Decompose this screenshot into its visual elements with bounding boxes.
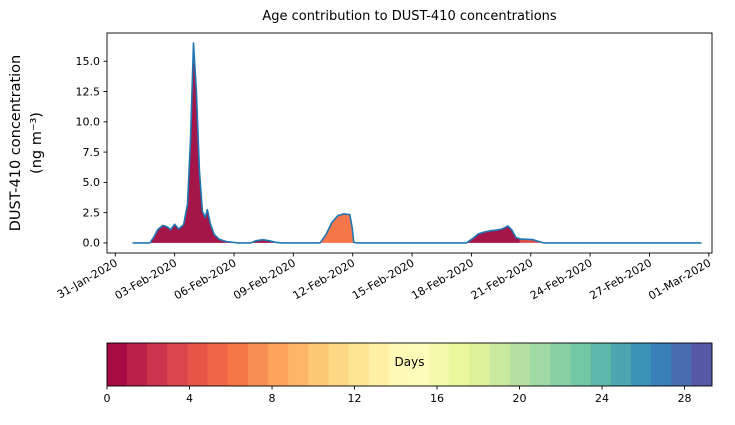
colorbar-segment (106, 343, 128, 386)
age-region (320, 213, 357, 243)
y-axis-label: DUST-410 concentration (ng m⁻³) (6, 13, 54, 273)
colorbar-segment (389, 343, 410, 386)
colorbar-segment (469, 343, 491, 386)
colorbar-segment (550, 343, 572, 386)
colorbar-segment (691, 343, 713, 386)
x-tick-label: 21-Feb-2020 (469, 256, 536, 302)
colorbar-segment (530, 343, 551, 386)
y-tick-label: 7.5 (83, 146, 101, 159)
colorbar-tick-label: 20 (513, 392, 527, 405)
x-tick-label: 09-Feb-2020 (231, 256, 298, 302)
y-tick-label: 12.5 (76, 85, 101, 98)
y-axis-label-line2: (ng m⁻³) (29, 112, 46, 174)
x-tick-label: 24-Feb-2020 (528, 256, 595, 302)
colorbar-tick-label: 28 (678, 392, 692, 405)
colorbar-segment (631, 343, 652, 386)
colorbar-segment (328, 343, 350, 386)
colorbar-segment (348, 343, 370, 386)
concentration-line (132, 42, 702, 244)
colorbar-segment (167, 343, 188, 386)
colorbar-segment (449, 343, 471, 386)
colorbar-segment (247, 343, 269, 386)
x-tick-label: 12-Feb-2020 (291, 256, 358, 302)
chart-title: Age contribution to DUST-410 concentrati… (262, 9, 557, 24)
y-tick-label: 10.0 (76, 116, 101, 129)
x-tick-label: 15-Feb-2020 (350, 256, 417, 302)
colorbar-segment (510, 343, 531, 386)
colorbar-segment (429, 343, 451, 386)
colorbar-tick-label: 12 (348, 392, 362, 405)
colorbar-segment (610, 343, 632, 386)
colorbar-tick-label: 16 (430, 392, 444, 405)
y-tick-label: 5.0 (83, 176, 101, 189)
y-axis-label-line1: DUST-410 concentration (8, 54, 24, 232)
colorbar-tick-label: 8 (269, 392, 276, 405)
colorbar-segment (268, 343, 289, 386)
age-region (466, 226, 520, 243)
colorbar-border (106, 342, 713, 387)
colorbar-segment (207, 343, 229, 386)
colorbar-segment (288, 343, 309, 386)
x-tick-label: 27-Feb-2020 (587, 256, 654, 302)
colorbar-segment (126, 343, 148, 386)
colorbar-segment (651, 343, 672, 386)
plot-spines (106, 32, 713, 254)
colorbar-segment (590, 343, 612, 386)
colorbar-segment (227, 343, 249, 386)
colorbar-segment (368, 343, 390, 386)
age-region (149, 43, 238, 243)
colorbar-segment (671, 343, 693, 386)
x-tick-label: 31-Jan-2020 (55, 256, 120, 301)
colorbar-segment (187, 343, 209, 386)
colorbar-segment (308, 343, 330, 386)
colorbar-segment (489, 343, 511, 386)
colorbar-segment (147, 343, 168, 386)
x-tick-label: 06-Feb-2020 (172, 256, 239, 302)
colorbar-segment (409, 343, 430, 386)
colorbar-tick-label: 4 (186, 392, 193, 405)
y-tick-label: 2.5 (83, 206, 101, 219)
x-tick-label: 18-Feb-2020 (409, 256, 476, 302)
y-tick-label: 15.0 (76, 55, 101, 68)
x-tick-label: 03-Feb-2020 (113, 256, 180, 302)
colorbar-segment (570, 343, 592, 386)
x-tick-label: 01-Mar-2020 (646, 256, 713, 302)
colorbar-tick-label: 0 (104, 392, 111, 405)
colorbar-tick-label: 24 (595, 392, 609, 405)
y-tick-label: 0.0 (83, 237, 101, 250)
